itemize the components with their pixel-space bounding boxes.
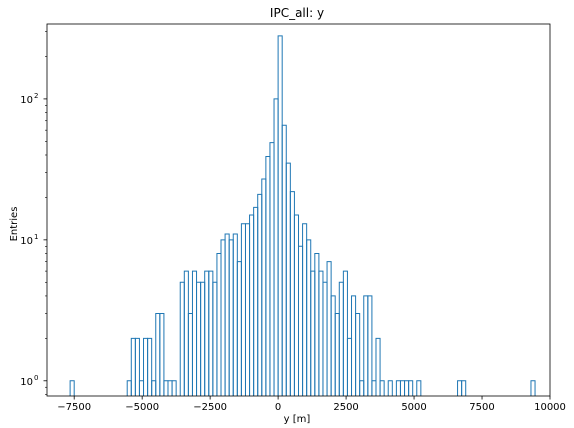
y-tick-label: 10 bbox=[20, 95, 33, 106]
x-tick-label: 7500 bbox=[469, 402, 494, 413]
x-tick-label: 5000 bbox=[401, 402, 426, 413]
histogram-bin bbox=[200, 281, 206, 396]
histogram-bin bbox=[293, 214, 299, 396]
histogram-bin bbox=[138, 380, 145, 396]
histogram-bin bbox=[342, 270, 348, 396]
histogram-bin bbox=[404, 380, 410, 396]
histogram-bin bbox=[236, 261, 242, 396]
histogram-bin bbox=[338, 281, 344, 396]
histogram-bin bbox=[269, 142, 275, 396]
histogram-bin bbox=[171, 380, 177, 396]
y-tick-label: 10 bbox=[20, 377, 33, 388]
histogram-bin bbox=[375, 337, 381, 396]
histogram-bin bbox=[212, 281, 218, 396]
histogram-bin bbox=[285, 162, 291, 396]
x-tick-label: −5000 bbox=[125, 402, 159, 413]
histogram-bin bbox=[126, 380, 132, 396]
histogram-bin bbox=[208, 270, 214, 396]
histogram-bin bbox=[183, 270, 189, 396]
histogram-bin bbox=[281, 124, 287, 396]
histogram-bin bbox=[257, 193, 263, 396]
y-tick-label-exponent: 2 bbox=[34, 92, 38, 100]
histogram-bin bbox=[130, 337, 136, 396]
histogram-bin bbox=[167, 380, 173, 396]
histogram-bin bbox=[457, 380, 463, 396]
histogram-bin bbox=[204, 270, 210, 396]
histogram-bin bbox=[240, 223, 246, 396]
x-tick-label: −2500 bbox=[193, 402, 227, 413]
histogram-bin bbox=[371, 380, 377, 396]
y-axis-label: Entries bbox=[9, 207, 20, 242]
histogram-bin bbox=[220, 239, 226, 396]
histogram-bin bbox=[196, 281, 202, 396]
histogram-bin bbox=[187, 313, 193, 396]
histogram-bin bbox=[334, 313, 340, 396]
histogram-bin bbox=[302, 223, 308, 396]
x-tick-label: 10000 bbox=[534, 402, 566, 413]
histogram-bin bbox=[244, 223, 251, 396]
x-tick-label: 0 bbox=[275, 402, 281, 413]
histogram-bin bbox=[163, 380, 169, 396]
histogram-bin bbox=[355, 313, 361, 396]
histogram-bin bbox=[461, 380, 467, 396]
chart-title: IPC_all: y bbox=[270, 6, 324, 20]
histogram-bin bbox=[298, 245, 304, 396]
histogram-bin bbox=[367, 295, 373, 396]
histogram-bin bbox=[216, 253, 222, 396]
x-tick-label: 2500 bbox=[333, 402, 358, 413]
histogram-bin bbox=[530, 380, 536, 396]
histogram-bin bbox=[330, 295, 336, 396]
histogram-bin bbox=[253, 206, 259, 396]
histogram-bin bbox=[326, 261, 332, 396]
histogram-bin bbox=[387, 380, 393, 396]
histogram-bin bbox=[179, 281, 185, 396]
histogram-bin bbox=[351, 295, 357, 396]
histogram-bin bbox=[249, 214, 255, 396]
x-axis: −7500 −5000 −2500 0 2500 5000 7500 10000 bbox=[57, 396, 566, 413]
histogram-bin bbox=[359, 380, 365, 396]
plot-frame bbox=[46, 23, 551, 397]
histogram-bin bbox=[399, 380, 406, 396]
histogram-bin bbox=[155, 313, 161, 396]
histogram-bin bbox=[314, 253, 320, 396]
histogram-bin bbox=[346, 337, 353, 396]
histogram-bin bbox=[147, 337, 153, 396]
histogram-bin bbox=[306, 239, 312, 396]
plot-area bbox=[69, 35, 536, 396]
histogram-bin bbox=[322, 281, 328, 396]
histogram-bin bbox=[159, 313, 165, 396]
histogram-bin bbox=[379, 380, 385, 396]
y-tick-label-exponent: 1 bbox=[34, 233, 38, 241]
histogram-bin bbox=[289, 191, 295, 396]
histogram-bin bbox=[265, 156, 271, 396]
histogram-bin bbox=[143, 337, 149, 396]
histogram-bin bbox=[224, 233, 230, 396]
x-axis-label: y [m] bbox=[284, 414, 311, 425]
histogram-bin bbox=[151, 380, 157, 396]
histogram-bin bbox=[69, 380, 75, 396]
histogram-bin bbox=[395, 380, 401, 396]
histogram-bin bbox=[261, 178, 267, 396]
histogram-bin bbox=[408, 380, 414, 396]
histogram-bin bbox=[318, 270, 324, 396]
x-tick-label: −7500 bbox=[57, 402, 91, 413]
histogram-bin bbox=[273, 98, 279, 396]
histogram-bin bbox=[416, 380, 422, 396]
y-tick-label-exponent: 0 bbox=[34, 374, 38, 382]
y-tick-label: 10 bbox=[20, 236, 33, 247]
histogram-bin bbox=[310, 270, 316, 396]
histogram-bin bbox=[232, 233, 238, 396]
histogram-bin bbox=[277, 35, 283, 396]
histogram-bin bbox=[134, 337, 140, 396]
histogram-bin bbox=[363, 295, 369, 396]
histogram-bin bbox=[228, 239, 234, 396]
histogram-bin bbox=[191, 270, 198, 396]
